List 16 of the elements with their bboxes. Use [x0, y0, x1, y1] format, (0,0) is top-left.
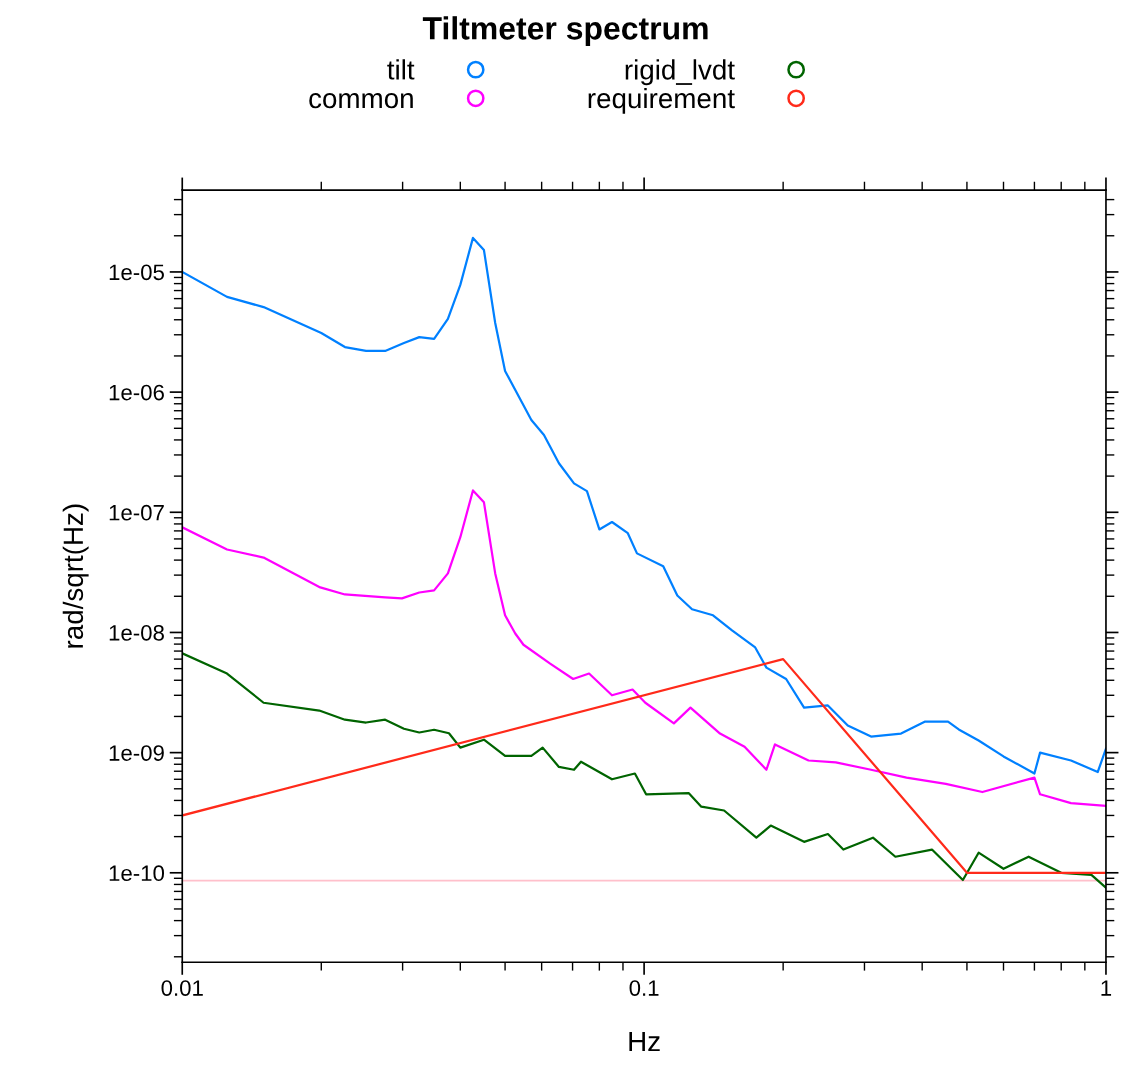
legend-label: common [309, 93, 413, 109]
y-tick-label: 1e-08 [109, 624, 164, 641]
legend-label: rigid_lvdt [625, 59, 735, 86]
x-tick-label: 0.01 [161, 980, 203, 996]
x-axis-title: Hz [629, 1031, 660, 1052]
legend-label: tilt [387, 59, 415, 80]
y-tick-label: 1e-07 [109, 504, 164, 521]
y-tick-label: 1e-05 [109, 264, 164, 281]
y-axis-title: rad/sqrt(Hz) [62, 504, 89, 648]
y-tick-label: 1e-06 [109, 384, 164, 401]
y-tick-label: 1e-10 [109, 865, 165, 882]
legend-label: requirement [588, 87, 735, 114]
y-tick-label: 1e-09 [109, 745, 164, 761]
x-tick-label: 0.1 [629, 980, 659, 996]
chart-title: Tiltmeter spectrum [422, 16, 708, 46]
x-tick-label: 1 [1101, 980, 1112, 996]
